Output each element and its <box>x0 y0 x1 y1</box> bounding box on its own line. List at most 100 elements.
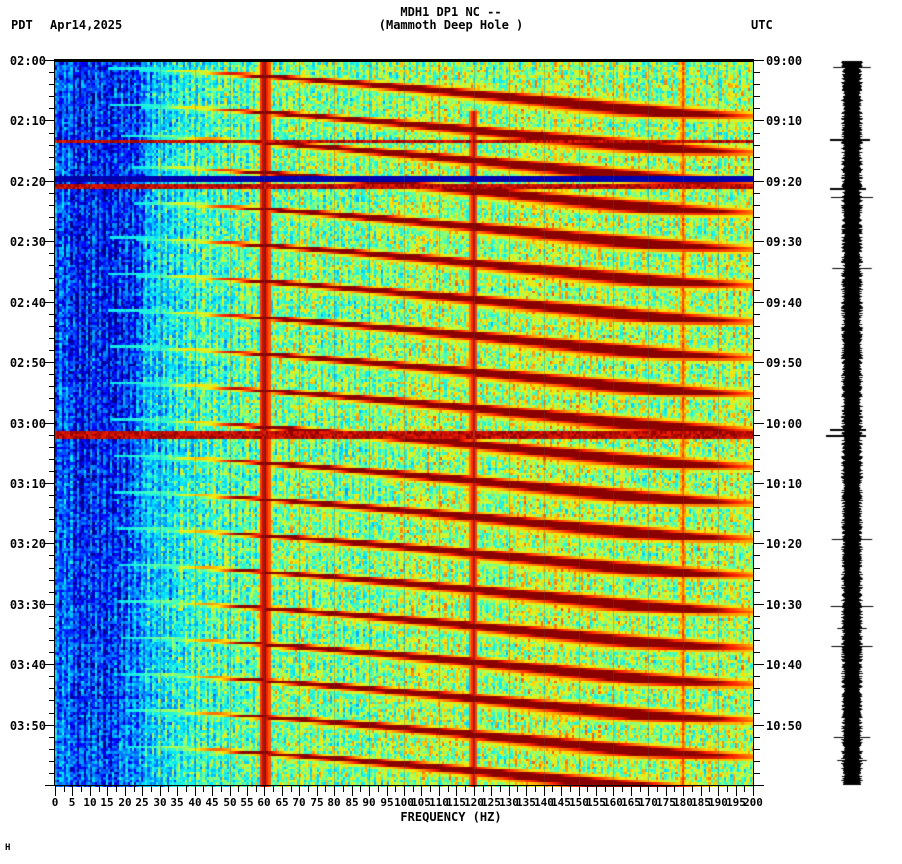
y-tick-minor-left <box>49 555 55 556</box>
x-tick-major <box>509 786 510 796</box>
y-tick-minor-left <box>49 773 55 774</box>
x-axis-label: 95 <box>380 796 394 809</box>
corner-artifact: H <box>5 843 11 853</box>
x-axis-label: 40 <box>188 796 202 809</box>
axis-top <box>54 59 754 61</box>
x-tick-major <box>718 786 719 796</box>
x-axis-label: 120 <box>464 796 484 809</box>
y-axis-left-label: 02:30 <box>9 235 46 249</box>
y-tick-minor-right <box>754 519 760 520</box>
x-axis-label: 105 <box>411 796 431 809</box>
x-tick-major <box>439 786 440 796</box>
x-tick-minor <box>605 786 606 792</box>
y-tick-minor-left <box>49 568 55 569</box>
y-tick-minor-right <box>754 555 760 556</box>
x-axis-label: 140 <box>534 796 554 809</box>
x-tick-minor <box>709 786 710 792</box>
x-tick-minor <box>151 786 152 792</box>
x-axis-label: 180 <box>673 796 693 809</box>
y-tick-minor-left <box>49 531 55 532</box>
y-tick-major-left <box>45 241 55 242</box>
x-tick-major <box>247 786 248 796</box>
y-axis-right-label: 10:10 <box>766 477 803 491</box>
x-axis-label: 30 <box>153 796 167 809</box>
x-tick-major <box>666 786 667 796</box>
y-tick-minor-right <box>754 229 760 230</box>
x-tick-major <box>544 786 545 796</box>
y-tick-minor-right <box>754 749 760 750</box>
x-tick-minor <box>395 786 396 792</box>
x-axis-label: 60 <box>257 796 271 809</box>
y-tick-minor-right <box>754 217 760 218</box>
x-tick-major <box>55 786 56 796</box>
y-tick-minor-right <box>754 193 760 194</box>
x-tick-major <box>421 786 422 796</box>
y-tick-minor-left <box>49 676 55 677</box>
x-tick-minor <box>81 786 82 792</box>
y-tick-minor-left <box>49 737 55 738</box>
x-tick-minor <box>168 786 169 792</box>
y-tick-minor-right <box>754 386 760 387</box>
y-tick-minor-left <box>49 761 55 762</box>
x-tick-major <box>404 786 405 796</box>
x-axis-label: 160 <box>603 796 623 809</box>
y-tick-major-left <box>45 604 55 605</box>
y-tick-minor-left <box>49 229 55 230</box>
x-tick-minor <box>430 786 431 792</box>
y-tick-major-left <box>45 60 55 61</box>
x-tick-minor <box>517 786 518 792</box>
station-subtitle: (Mammoth Deep Hole ) <box>378 18 524 32</box>
y-tick-major-right <box>754 725 764 726</box>
y-axis-left-label: 02:00 <box>9 54 46 68</box>
x-tick-major <box>526 786 527 796</box>
y-tick-minor-right <box>754 265 760 266</box>
x-tick-major <box>701 786 702 796</box>
y-tick-minor-right <box>754 278 760 279</box>
y-tick-minor-right <box>754 628 760 629</box>
y-tick-major-right <box>754 362 764 363</box>
y-tick-minor-left <box>49 628 55 629</box>
y-tick-minor-right <box>754 169 760 170</box>
x-axis-label: 85 <box>345 796 359 809</box>
y-tick-major-right <box>754 483 764 484</box>
y-tick-minor-left <box>49 265 55 266</box>
x-tick-major <box>177 786 178 796</box>
x-tick-major <box>631 786 632 796</box>
x-axis-label: 20 <box>118 796 132 809</box>
x-tick-minor <box>256 786 257 792</box>
x-axis-label: 70 <box>292 796 306 809</box>
y-tick-minor-right <box>754 314 760 315</box>
x-tick-major <box>369 786 370 796</box>
x-tick-minor <box>64 786 65 792</box>
y-tick-minor-left <box>49 133 55 134</box>
x-axis-title: FREQUENCY (HZ) <box>400 810 502 824</box>
y-tick-minor-left <box>49 507 55 508</box>
y-axis-left-label: 02:10 <box>9 114 46 128</box>
y-tick-minor-left <box>49 108 55 109</box>
x-tick-minor <box>186 786 187 792</box>
x-tick-minor <box>692 786 693 792</box>
x-axis-label: 25 <box>135 796 149 809</box>
y-tick-minor-left <box>49 519 55 520</box>
x-tick-minor <box>622 786 623 792</box>
x-axis-label: 155 <box>586 796 606 809</box>
y-tick-minor-right <box>754 435 760 436</box>
amplitude-trace-canvas <box>812 58 902 788</box>
y-tick-minor-right <box>754 108 760 109</box>
spectrogram-plot[interactable] <box>55 60 753 787</box>
y-tick-minor-left <box>49 398 55 399</box>
y-tick-major-right <box>754 423 764 424</box>
x-axis-label: 110 <box>429 796 449 809</box>
x-tick-major <box>195 786 196 796</box>
x-axis-label: 170 <box>638 796 658 809</box>
x-tick-major <box>491 786 492 796</box>
amplitude-trace-panel[interactable] <box>812 58 902 788</box>
x-tick-major <box>456 786 457 796</box>
x-tick-minor <box>238 786 239 792</box>
x-tick-minor <box>587 786 588 792</box>
y-tick-major-left <box>45 423 55 424</box>
x-tick-major <box>474 786 475 796</box>
x-tick-minor <box>273 786 274 792</box>
x-axis-label: 165 <box>621 796 641 809</box>
x-tick-major <box>736 786 737 796</box>
